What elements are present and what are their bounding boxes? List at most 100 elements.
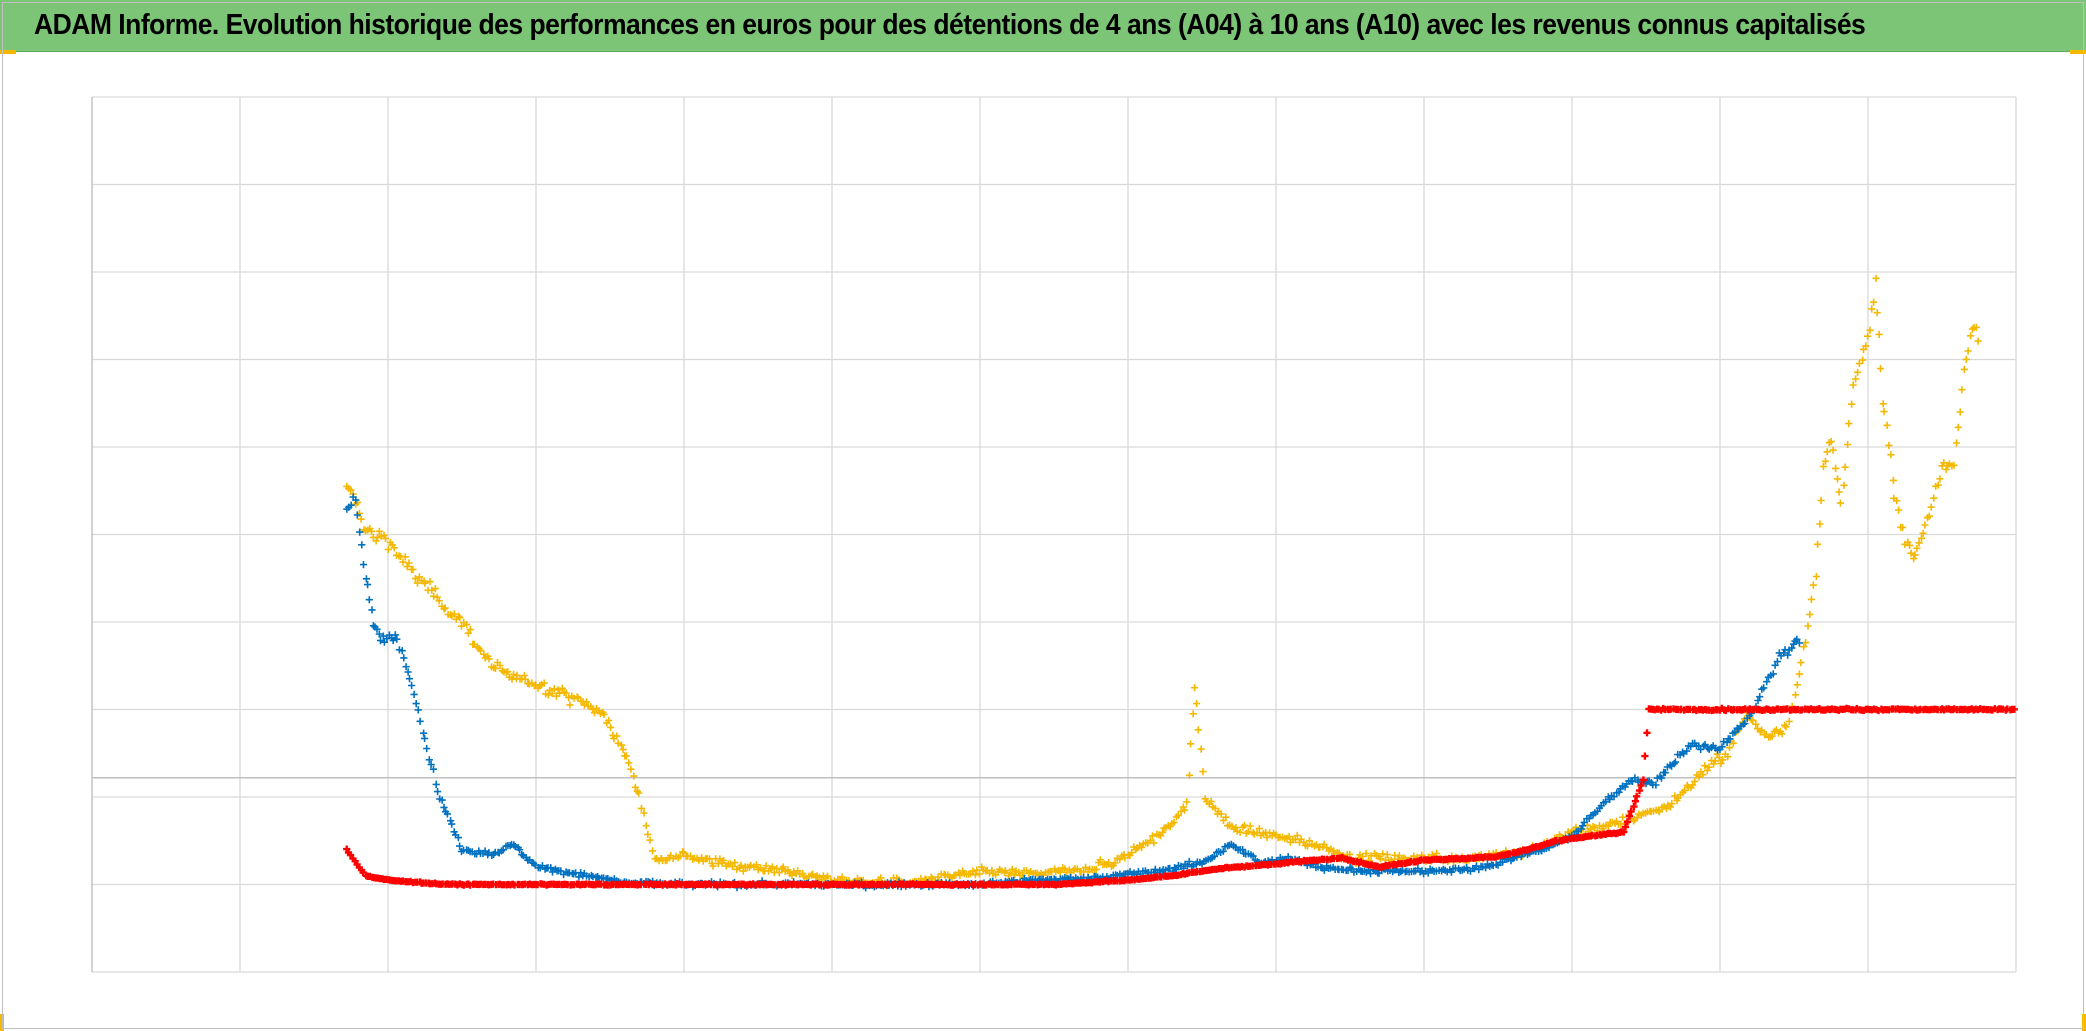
data-point <box>1879 400 1887 408</box>
data-point <box>1008 865 1016 873</box>
data-point <box>1718 743 1726 751</box>
data-point <box>1907 549 1915 557</box>
data-point <box>1849 381 1857 389</box>
data-point <box>1666 803 1674 811</box>
data-point <box>583 698 591 706</box>
data-point <box>1954 423 1962 431</box>
data-point <box>1619 813 1627 821</box>
data-point <box>481 847 489 855</box>
data-point <box>1187 740 1195 748</box>
data-point <box>509 670 518 678</box>
data-point <box>405 559 413 567</box>
data-point <box>421 734 429 742</box>
data-point <box>1848 400 1856 408</box>
data-point <box>720 856 728 865</box>
data-point <box>1580 818 1588 826</box>
data-point <box>496 661 504 670</box>
data-point <box>516 846 524 854</box>
data-point <box>547 864 555 872</box>
data-point <box>1699 771 1707 779</box>
data-point <box>521 675 529 683</box>
series-2 <box>343 704 2018 889</box>
data-point <box>375 630 383 638</box>
data-point <box>1911 551 1919 559</box>
data-point <box>1760 684 1768 692</box>
data-point <box>1199 768 1207 776</box>
data-point <box>390 544 398 552</box>
data-point <box>381 534 390 542</box>
data-point <box>1655 808 1663 816</box>
data-point <box>434 788 442 796</box>
data-point <box>775 869 783 877</box>
data-point <box>450 610 458 618</box>
data-point <box>413 579 422 587</box>
data-point <box>716 855 724 863</box>
data-point <box>1105 859 1113 867</box>
data-point <box>1958 386 1966 394</box>
data-point <box>356 528 364 536</box>
data-point <box>347 501 355 509</box>
data-point <box>1864 332 1872 340</box>
data-point <box>1833 475 1842 483</box>
data-point <box>1637 781 1645 790</box>
data-point <box>1482 864 1490 872</box>
data-point <box>423 744 431 753</box>
data-point <box>429 765 438 773</box>
data-point <box>1817 496 1825 505</box>
data-point <box>1219 847 1227 855</box>
data-point <box>1788 644 1796 652</box>
data-point <box>1255 825 1263 833</box>
data-point <box>548 689 556 698</box>
data-point <box>1752 720 1760 728</box>
data-point <box>956 871 964 879</box>
data-point <box>1889 476 1897 484</box>
data-point <box>412 700 420 708</box>
data-point <box>1604 822 1612 830</box>
data-point <box>1852 375 1860 383</box>
data-point <box>384 545 392 554</box>
data-point <box>393 635 401 643</box>
data-point <box>752 861 760 869</box>
chart-title: ADAM Informe. Evolution historique des p… <box>34 9 1866 41</box>
series-layer <box>343 274 2018 892</box>
data-point <box>1630 817 1638 825</box>
data-point <box>410 690 418 698</box>
data-point <box>400 654 408 662</box>
data-point <box>605 716 613 725</box>
data-point <box>1001 867 1009 875</box>
data-point <box>1207 797 1215 805</box>
data-point <box>401 553 409 561</box>
data-point <box>1841 463 1849 471</box>
data-point <box>807 871 816 879</box>
data-point <box>1895 506 1903 514</box>
data-point <box>1606 795 1614 803</box>
data-point <box>454 834 462 842</box>
data-point <box>1246 822 1254 830</box>
data-point <box>1829 446 1837 454</box>
data-point <box>1778 730 1786 738</box>
data-point <box>1913 544 1921 552</box>
data-point <box>2010 705 2018 713</box>
data-point <box>1621 823 1630 831</box>
data-point <box>1671 758 1679 766</box>
data-point <box>427 760 435 769</box>
data-point <box>373 625 381 633</box>
data-point <box>587 871 595 880</box>
data-point <box>1875 330 1883 338</box>
data-point <box>644 830 652 838</box>
data-point <box>420 729 428 737</box>
data-point <box>1893 497 1901 505</box>
data-point <box>1763 678 1771 686</box>
data-point <box>1749 717 1757 725</box>
data-point <box>1610 793 1618 801</box>
data-point <box>367 527 376 535</box>
data-point <box>430 592 438 600</box>
data-point <box>504 668 512 676</box>
data-point <box>399 558 407 566</box>
data-point <box>1781 721 1789 729</box>
data-point <box>1303 842 1312 850</box>
data-point <box>627 765 635 773</box>
data-point <box>1249 852 1257 860</box>
data-point <box>1701 762 1709 770</box>
data-point <box>640 809 648 817</box>
